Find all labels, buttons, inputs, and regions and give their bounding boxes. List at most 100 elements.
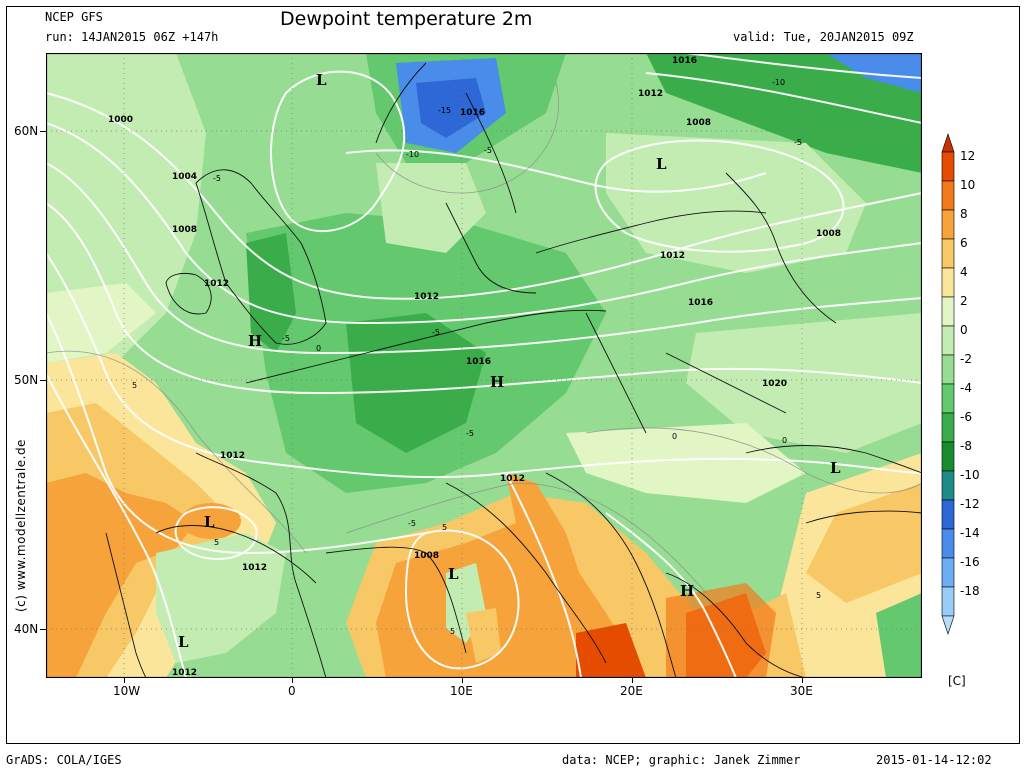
credit-text: (c) www.modellzentrale.de <box>14 439 28 612</box>
colorbar-box <box>941 499 955 530</box>
figure-frame <box>6 6 1020 744</box>
dewpoint-label: 5 <box>132 381 137 390</box>
dewpoint-label: -5 <box>794 138 802 147</box>
lon-tick-label: 0 <box>288 684 296 698</box>
high-center: H <box>490 373 504 391</box>
balkans-light-field <box>566 423 806 503</box>
lon-tick-mark <box>802 678 803 683</box>
low-center: L <box>178 633 189 651</box>
colorbar-box <box>941 383 955 414</box>
high-center: H <box>248 332 262 350</box>
pressure-label: 1020 <box>762 379 787 389</box>
pressure-label: 1012 <box>500 474 525 484</box>
dewpoint-label: -15 <box>438 106 451 115</box>
aegean-warm-field <box>666 583 776 678</box>
lat-tick-label: 50N <box>14 373 39 387</box>
lon-tick-label: 10W <box>113 684 141 698</box>
pressure-label: 1000 <box>108 115 133 125</box>
baltic-light-field <box>606 133 866 273</box>
map-border <box>46 53 922 678</box>
colorbar-tick-label: -12 <box>960 497 980 511</box>
pressure-label: 1012 <box>242 563 267 573</box>
colorbar-tick-label: -14 <box>960 526 980 540</box>
colorbar-tick-label: 2 <box>960 294 968 308</box>
lon-tick-label: 10E <box>450 684 473 698</box>
colorbar-box <box>941 151 955 182</box>
lat-tick-mark <box>40 380 46 381</box>
valid-label: valid: Tue, 20JAN2015 09Z <box>733 30 914 44</box>
norway-coldest-field <box>416 78 486 138</box>
colorbar-box <box>941 296 955 327</box>
lat-tick-label: 60N <box>14 124 39 138</box>
dewpoint-contours <box>46 82 922 594</box>
colorbar-tick-label: 12 <box>960 149 975 163</box>
pressure-label: 1016 <box>672 56 697 66</box>
pressure-systems: L L H H L L H L L <box>178 71 841 651</box>
ionian-hot-field <box>576 623 646 678</box>
russia-north-field <box>646 53 922 173</box>
pressure-label: 1004 <box>172 172 197 182</box>
colorbar-box <box>941 557 955 588</box>
dewpoint-label: 0 <box>672 432 677 441</box>
lon-tick-mark <box>462 678 463 683</box>
colorbar-arrow-top <box>941 133 955 153</box>
colorbar-box <box>941 441 955 472</box>
run-label: run: 14JAN2015 06Z +147h <box>45 30 219 44</box>
colorbar-tick-label: -8 <box>960 439 972 453</box>
pressure-label: 1008 <box>414 551 439 561</box>
lon-tick-label: 30E <box>790 684 813 698</box>
pressure-label: 1008 <box>816 229 841 239</box>
dewpoint-label: -5 <box>432 328 440 337</box>
low-center: L <box>830 459 841 477</box>
isobars <box>46 53 922 678</box>
colorbar-box <box>941 238 955 269</box>
dewpoint-label: -10 <box>406 150 419 159</box>
colorbar-unit: [C] <box>948 674 966 688</box>
pressure-label: 1012 <box>220 451 245 461</box>
graticule <box>46 53 922 678</box>
colorbar-tick-label: -2 <box>960 352 972 366</box>
lon-tick-mark <box>124 678 125 683</box>
atlantic-light-field <box>46 283 156 363</box>
dewpoint-label: -10 <box>772 78 785 87</box>
lon-tick-label: 20E <box>620 684 643 698</box>
dewpoint-label: 5 <box>442 523 447 532</box>
colorbar-tick-label: -10 <box>960 468 980 482</box>
low-center: L <box>656 155 667 173</box>
colorbar-tick-label: 8 <box>960 207 968 221</box>
germany-field <box>346 313 486 453</box>
sweden-field <box>376 163 486 253</box>
dewpoint-labels: -5 -5 -15 -10 -5 -10 -5 -5 -5 -5 0 5 5 5… <box>132 78 821 636</box>
iberia-interior-field <box>156 533 286 663</box>
dewpoint-label: -5 <box>282 334 290 343</box>
colorbar-box <box>941 325 955 356</box>
colorbar-box <box>941 180 955 211</box>
colorbar-box <box>941 412 955 443</box>
colorbar-box <box>941 470 955 501</box>
colorbar-box <box>941 586 955 617</box>
dewpoint-label: -5 <box>213 174 221 183</box>
turkey-field <box>876 593 922 678</box>
iberia-orange-field <box>46 473 196 678</box>
dewpoint-label: 5 <box>450 627 455 636</box>
colorbar-tick-label: -4 <box>960 381 972 395</box>
dewpoint-label: 5 <box>214 538 219 547</box>
pressure-label: 1008 <box>172 225 197 235</box>
dewpoint-label: -5 <box>408 519 416 528</box>
coastlines <box>105 62 922 678</box>
colorbar-box <box>941 209 955 240</box>
dewpoint-label: 5 <box>816 591 821 600</box>
lat-tick-mark <box>40 629 46 630</box>
colorbar-tick-label: -6 <box>960 410 972 424</box>
lon-tick-mark <box>292 678 293 683</box>
colorbar-tick-label: 10 <box>960 178 975 192</box>
colorbar-tick-label: 0 <box>960 323 968 337</box>
pressure-label: 1008 <box>686 118 711 128</box>
colorbar-box <box>941 267 955 298</box>
pressure-label: 1016 <box>688 298 713 308</box>
adriatic-field <box>506 473 586 613</box>
colorbar-arrow-bottom <box>941 615 955 635</box>
pressure-label: 1012 <box>414 292 439 302</box>
corsica-field <box>466 608 501 663</box>
low-center: L <box>316 71 327 89</box>
